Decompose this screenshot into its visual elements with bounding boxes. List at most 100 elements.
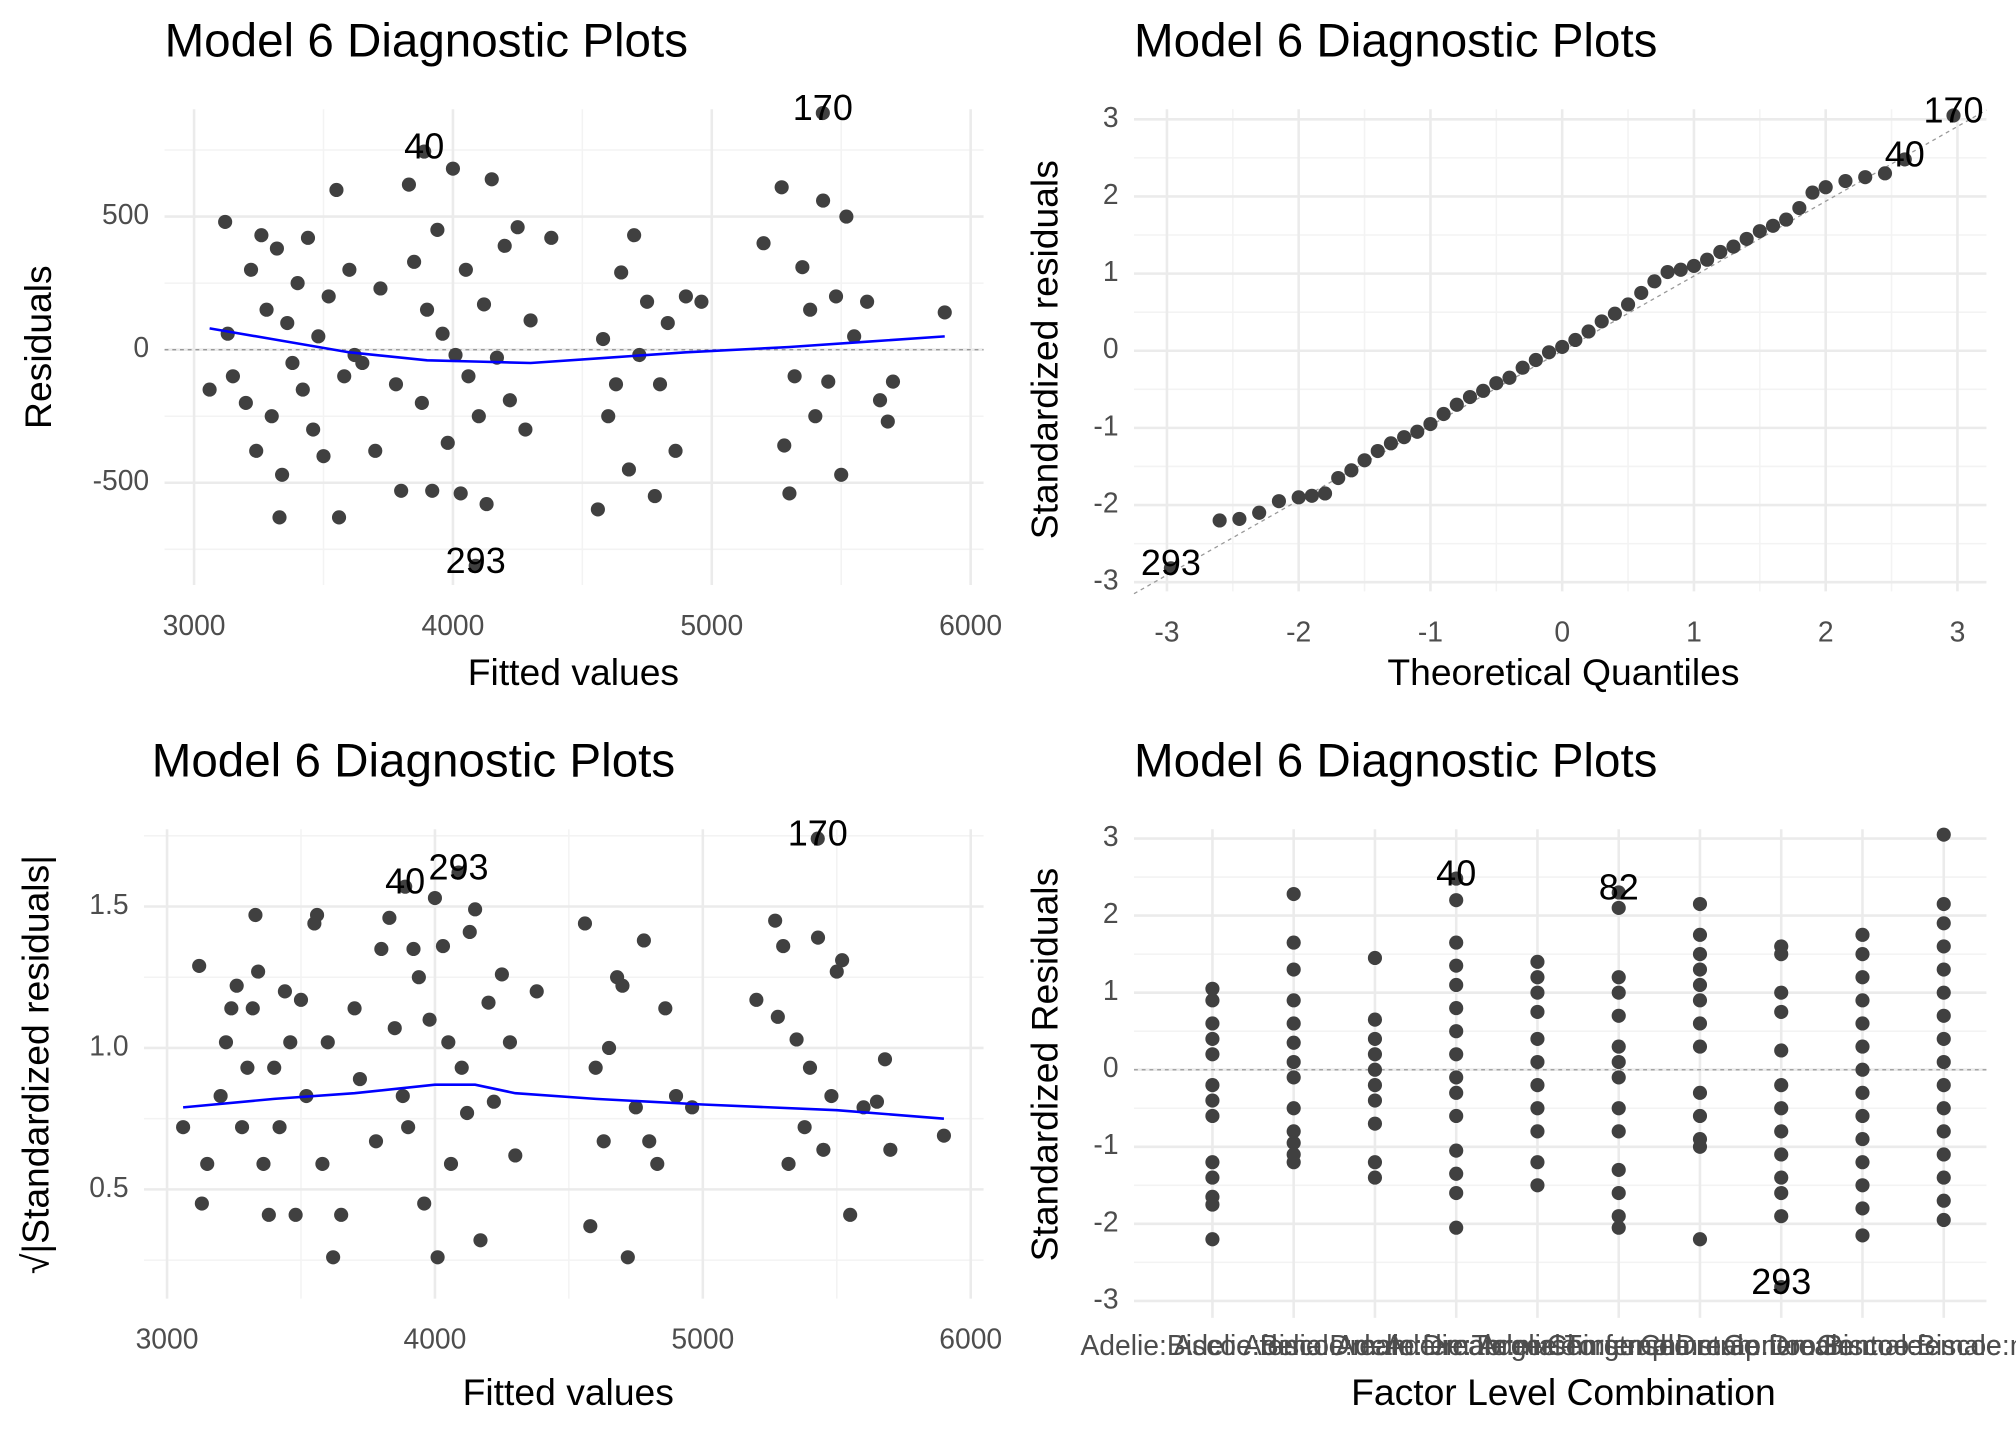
point bbox=[280, 315, 295, 331]
point bbox=[1700, 252, 1715, 267]
point bbox=[877, 1052, 893, 1067]
point bbox=[1897, 152, 1912, 167]
point bbox=[259, 302, 274, 317]
point bbox=[810, 831, 825, 846]
x-axis-title: Theoretical Quantiles bbox=[1387, 651, 1739, 693]
point bbox=[285, 355, 300, 371]
point bbox=[395, 1088, 410, 1104]
point bbox=[484, 172, 499, 187]
point bbox=[256, 1156, 271, 1171]
point-label: 293 bbox=[428, 847, 488, 888]
point bbox=[1838, 173, 1853, 189]
point bbox=[1286, 1155, 1301, 1170]
point bbox=[1855, 1108, 1870, 1124]
point bbox=[394, 483, 409, 498]
point bbox=[1765, 218, 1781, 233]
point bbox=[502, 1035, 518, 1050]
point bbox=[1774, 1124, 1789, 1139]
y-tick-label: -500 bbox=[93, 464, 150, 496]
point bbox=[1252, 505, 1267, 520]
point bbox=[1530, 954, 1545, 969]
point bbox=[1611, 1070, 1626, 1085]
point bbox=[269, 241, 284, 256]
x-tick-label: 3000 bbox=[136, 1322, 199, 1354]
point bbox=[1476, 383, 1491, 398]
point bbox=[347, 1001, 362, 1016]
point bbox=[272, 510, 287, 525]
point bbox=[1212, 513, 1227, 528]
point bbox=[1367, 950, 1383, 966]
point bbox=[797, 1120, 812, 1135]
point bbox=[1317, 486, 1333, 501]
point bbox=[1855, 947, 1870, 962]
point bbox=[1936, 1031, 1951, 1046]
point bbox=[816, 1142, 831, 1157]
point bbox=[1205, 1170, 1220, 1185]
point bbox=[776, 939, 791, 954]
point bbox=[1163, 561, 1178, 576]
point bbox=[479, 497, 494, 512]
point bbox=[1855, 1039, 1870, 1054]
point bbox=[1357, 453, 1372, 468]
point bbox=[1855, 1228, 1870, 1243]
point bbox=[1673, 262, 1688, 277]
point bbox=[756, 236, 771, 251]
point bbox=[430, 1250, 445, 1265]
point bbox=[300, 230, 316, 245]
point bbox=[417, 1196, 432, 1211]
point bbox=[460, 1105, 475, 1121]
point bbox=[414, 395, 429, 410]
point bbox=[337, 369, 352, 384]
point bbox=[1286, 1070, 1301, 1085]
point bbox=[1692, 896, 1708, 912]
point bbox=[224, 1001, 239, 1016]
point bbox=[461, 369, 476, 384]
y-tick-label: 1 bbox=[1103, 255, 1119, 287]
point-label: 170 bbox=[1923, 89, 1983, 130]
point bbox=[1205, 993, 1220, 1008]
point bbox=[1397, 430, 1412, 445]
point bbox=[1855, 1016, 1870, 1031]
point bbox=[647, 489, 662, 504]
point bbox=[1286, 1054, 1301, 1070]
point bbox=[1818, 180, 1833, 195]
point bbox=[1205, 1197, 1220, 1212]
point bbox=[1686, 258, 1702, 273]
point bbox=[835, 953, 850, 968]
point bbox=[1692, 993, 1708, 1008]
point bbox=[601, 1040, 617, 1056]
point bbox=[577, 916, 593, 931]
point bbox=[1286, 1101, 1301, 1116]
point bbox=[1449, 935, 1464, 950]
point bbox=[1774, 1185, 1789, 1201]
y-tick-label: 1.0 bbox=[89, 1029, 128, 1061]
point bbox=[652, 377, 668, 392]
point bbox=[824, 1088, 839, 1104]
point bbox=[243, 262, 259, 277]
point bbox=[614, 265, 629, 280]
y-tick-label: 0 bbox=[1103, 1051, 1119, 1083]
x-tick-label: Chinstrap:Dream:male bbox=[1640, 1329, 1923, 1361]
point bbox=[1383, 436, 1398, 451]
point bbox=[839, 209, 854, 224]
x-tick-label: 3 bbox=[1950, 615, 1966, 647]
point bbox=[1489, 376, 1504, 391]
point bbox=[417, 144, 432, 159]
point bbox=[468, 902, 483, 917]
point bbox=[1410, 424, 1425, 439]
point-label: 40 bbox=[1436, 853, 1476, 894]
point bbox=[374, 941, 389, 957]
point bbox=[1530, 1124, 1545, 1139]
point bbox=[427, 890, 443, 906]
point bbox=[1779, 212, 1794, 227]
point bbox=[382, 910, 397, 925]
x-tick-label: 3000 bbox=[163, 609, 226, 641]
point bbox=[1774, 1043, 1789, 1058]
point bbox=[240, 1060, 255, 1075]
x-tick-label: Adelie:Dream:female bbox=[1243, 1329, 1507, 1361]
point bbox=[225, 369, 240, 384]
point bbox=[1936, 1054, 1951, 1070]
point bbox=[1936, 939, 1951, 954]
point bbox=[523, 313, 538, 328]
point bbox=[802, 1060, 818, 1075]
